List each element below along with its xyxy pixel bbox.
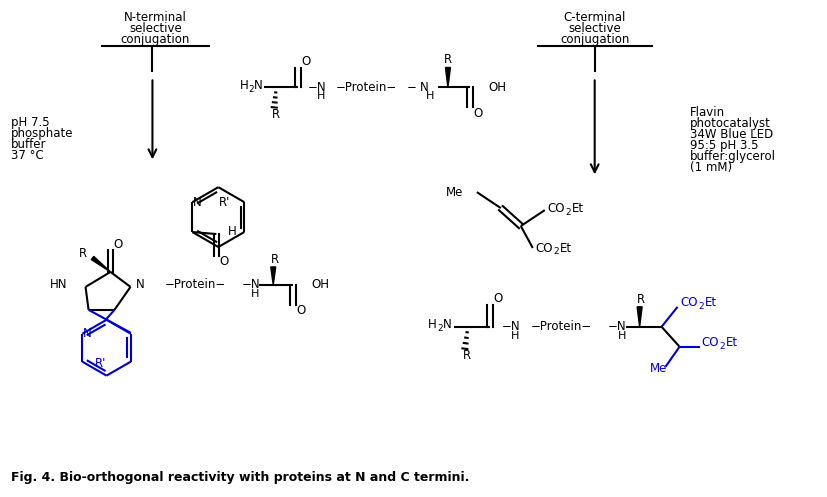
- Text: −Protein−: −Protein−: [530, 320, 591, 333]
- Text: R: R: [462, 349, 471, 362]
- Text: Et: Et: [559, 242, 571, 254]
- Text: H: H: [425, 91, 433, 101]
- Text: buffer:glycerol: buffer:glycerol: [689, 150, 775, 163]
- Text: −N: −N: [607, 320, 625, 333]
- Text: Et: Et: [571, 202, 583, 215]
- Polygon shape: [91, 256, 110, 272]
- Text: R': R': [218, 196, 230, 209]
- Text: R: R: [636, 293, 644, 306]
- Text: R': R': [95, 357, 107, 370]
- Text: O: O: [301, 55, 310, 68]
- Text: 2: 2: [719, 342, 724, 351]
- Text: pH 7.5: pH 7.5: [11, 116, 50, 129]
- Text: buffer: buffer: [11, 138, 46, 151]
- Text: N-terminal: N-terminal: [124, 11, 187, 24]
- Text: Flavin: Flavin: [689, 106, 724, 119]
- Text: −Protein−: −Protein−: [165, 278, 226, 291]
- Text: H: H: [427, 318, 436, 331]
- Text: H: H: [228, 225, 237, 238]
- Text: R: R: [79, 248, 87, 260]
- Text: −N: −N: [308, 81, 327, 94]
- Text: C-terminal: C-terminal: [563, 11, 625, 24]
- Text: N: N: [83, 327, 92, 340]
- Text: 2: 2: [248, 85, 254, 94]
- Text: H: H: [510, 331, 519, 341]
- Text: −: −: [407, 81, 417, 94]
- Text: N: N: [254, 79, 262, 92]
- Text: N: N: [193, 196, 202, 209]
- Polygon shape: [636, 307, 642, 327]
- Text: H: H: [617, 331, 625, 341]
- Text: conjugation: conjugation: [559, 33, 629, 46]
- Text: −N: −N: [241, 278, 260, 291]
- Text: H: H: [240, 79, 248, 92]
- Text: CO: CO: [535, 242, 552, 254]
- Text: 95:5 pH 3.5: 95:5 pH 3.5: [689, 139, 758, 152]
- Text: 37 °C: 37 °C: [11, 149, 43, 162]
- Text: 2: 2: [698, 302, 703, 311]
- Text: 2: 2: [553, 248, 559, 256]
- Polygon shape: [445, 68, 450, 87]
- Text: photocatalyst: photocatalyst: [689, 117, 769, 130]
- Text: H: H: [317, 91, 325, 101]
- Text: N: N: [419, 81, 428, 94]
- Text: OH: OH: [311, 278, 329, 291]
- Text: OH: OH: [487, 81, 505, 94]
- Text: Fig. 4. Bio-orthogonal reactivity with proteins at N and C termini.: Fig. 4. Bio-orthogonal reactivity with p…: [11, 471, 468, 485]
- Text: N: N: [136, 278, 144, 291]
- Text: CO: CO: [680, 296, 697, 309]
- Text: −N: −N: [501, 320, 520, 333]
- Text: Et: Et: [704, 296, 716, 309]
- Text: R: R: [443, 53, 452, 66]
- Text: −Protein−: −Protein−: [335, 81, 396, 94]
- Text: 2: 2: [565, 208, 571, 217]
- Text: selective: selective: [129, 22, 182, 35]
- Text: N: N: [442, 318, 451, 331]
- Text: conjugation: conjugation: [121, 33, 190, 46]
- Text: 34W Blue LED: 34W Blue LED: [689, 128, 772, 141]
- Text: (1 mM): (1 mM): [689, 161, 731, 174]
- Polygon shape: [270, 267, 275, 285]
- Text: Me: Me: [649, 362, 667, 375]
- Text: CO: CO: [700, 336, 718, 349]
- Text: O: O: [114, 238, 123, 250]
- Text: HN: HN: [50, 278, 68, 291]
- Text: O: O: [493, 292, 502, 305]
- Text: O: O: [296, 304, 305, 317]
- Text: selective: selective: [567, 22, 620, 35]
- Text: Et: Et: [724, 336, 737, 349]
- Text: R: R: [271, 253, 279, 266]
- Text: H: H: [251, 289, 259, 299]
- Text: O: O: [473, 107, 482, 120]
- Text: Me: Me: [445, 186, 462, 199]
- Text: phosphate: phosphate: [11, 127, 73, 140]
- Text: CO: CO: [547, 202, 565, 215]
- Text: 2: 2: [437, 324, 442, 333]
- Text: O: O: [219, 255, 229, 268]
- Text: R: R: [272, 108, 280, 121]
